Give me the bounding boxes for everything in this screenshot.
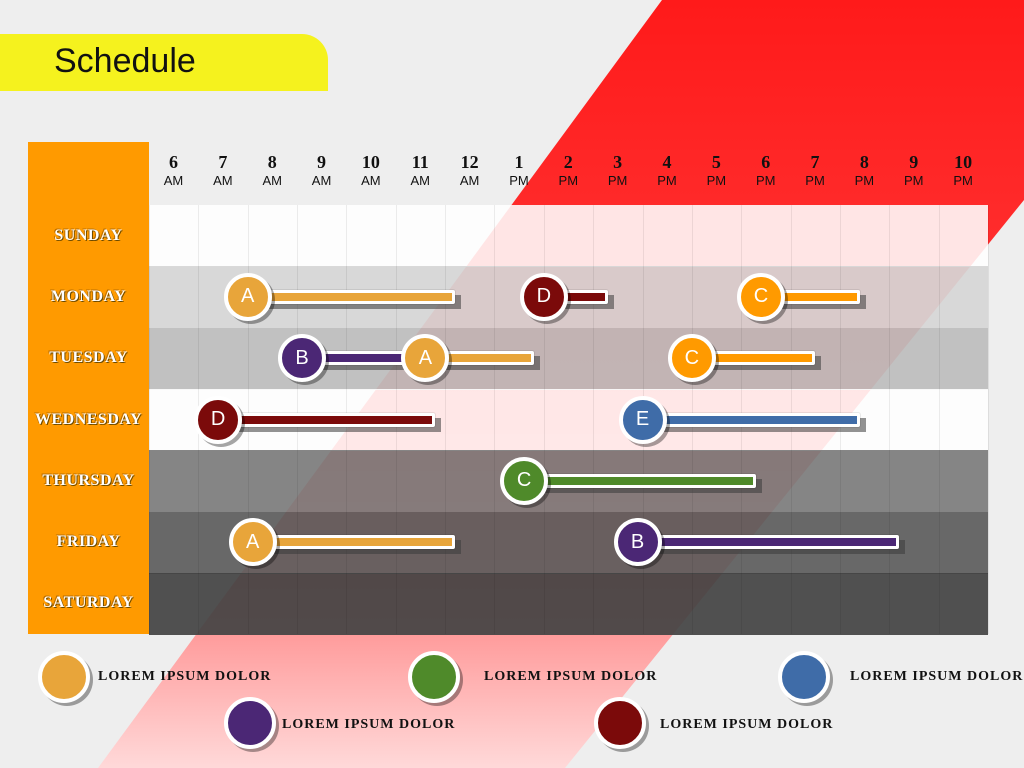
grid-line (889, 205, 891, 634)
legend-label: LOREM IPSUM DOLOR (282, 717, 456, 732)
grid-line (987, 205, 989, 634)
day-label-wednesday: WEDNESDAY (34, 410, 143, 428)
hour-ampm: PM (706, 173, 727, 188)
legend-swatch (38, 651, 90, 703)
task-marker-b[interactable]: B (277, 334, 326, 383)
legend-swatch (408, 651, 460, 703)
hour-number: 10 (361, 152, 380, 172)
task-bar-a[interactable] (252, 535, 455, 550)
day-column: SUNDAY MONDAY TUESDAY WEDNESDAY THURSDAY FRID… (28, 142, 149, 634)
day-label-thursday: THURSDAY (42, 471, 135, 489)
task-marker-a[interactable]: A (228, 518, 277, 567)
hour-ampm: AM (163, 173, 184, 188)
day-label-saturday: SATURDAY (43, 594, 134, 612)
hour-header: 6 AM (149, 150, 198, 188)
hour-number: 8 (859, 152, 869, 172)
grid-line (445, 205, 447, 634)
schedule-row-sunday (149, 205, 988, 267)
hour-number: 7 (218, 152, 228, 172)
hour-header: 5 PM (692, 150, 741, 188)
hour-number: 5 (711, 152, 721, 172)
task-marker-c[interactable]: C (500, 456, 549, 505)
hour-ampm: PM (558, 173, 579, 188)
schedule-row-tuesday (149, 327, 988, 390)
hour-ampm: PM (755, 173, 776, 188)
hour-header: 6 PM (741, 150, 790, 188)
hour-ampm: AM (361, 173, 381, 188)
task-bar-b[interactable] (637, 535, 900, 550)
grid-line (149, 205, 150, 634)
task-bar-e[interactable] (642, 412, 860, 427)
task-marker-e[interactable]: E (618, 395, 667, 444)
hour-header: 1 PM (494, 150, 543, 188)
task-bar-d[interactable] (218, 412, 436, 427)
hour-number: 6 (169, 152, 178, 172)
legend-label: LOREM IPSUM DOLOR (850, 669, 1024, 684)
hour-ampm: AM (459, 173, 480, 188)
legend-label: LOREM IPSUM DOLOR (484, 669, 658, 684)
day-label-tuesday: TUESDAY (49, 349, 128, 367)
legend-label: LOREM IPSUM DOLOR (660, 717, 834, 732)
legend-label: LOREM IPSUM DOLOR (98, 669, 272, 684)
hour-number: 12 (460, 152, 479, 172)
hour-ampm: AM (311, 173, 332, 188)
task-marker-c[interactable]: C (736, 272, 785, 321)
grid-line (938, 205, 940, 634)
hour-number: 1 (514, 152, 524, 172)
hour-ampm: AM (213, 173, 233, 188)
day-label-friday: FRIDAY (56, 533, 121, 551)
hour-number: 4 (662, 152, 672, 172)
hour-header: 4 PM (643, 150, 692, 188)
hour-ampm: PM (953, 173, 973, 188)
task-marker-b[interactable]: B (613, 518, 662, 567)
hour-header: 11 AM (396, 150, 445, 188)
hour-ampm: AM (410, 173, 431, 188)
legend-swatch (778, 651, 830, 703)
hour-number: 11 (411, 152, 429, 172)
hour-ampm: PM (607, 173, 628, 188)
hour-ampm: PM (904, 173, 924, 188)
hour-header: 10 PM (939, 150, 988, 188)
hour-number: 3 (613, 152, 623, 172)
day-label-sunday: SUNDAY (54, 226, 123, 244)
hour-header: 9 PM (889, 150, 938, 188)
task-marker-c[interactable]: C (667, 334, 716, 383)
grid-line (543, 205, 545, 634)
grid-line (494, 205, 496, 634)
hour-header: 12 AM (445, 150, 494, 188)
task-bar-c[interactable] (524, 473, 756, 488)
task-marker-d[interactable]: D (194, 395, 243, 444)
hour-ampm: PM (805, 173, 825, 188)
hour-ampm: PM (509, 173, 529, 188)
hour-number: 6 (761, 152, 771, 172)
task-marker-a[interactable]: A (223, 272, 272, 321)
hour-number: 7 (810, 152, 820, 172)
hour-header: 9 AM (297, 150, 346, 188)
hour-number: 10 (954, 152, 973, 172)
hour-ampm: PM (854, 173, 875, 188)
hour-header: 7 AM (198, 150, 247, 188)
hour-header: 8 AM (248, 150, 297, 188)
hour-header: 8 PM (840, 150, 889, 188)
hour-header: 2 PM (544, 150, 593, 188)
hour-header: 7 PM (791, 150, 840, 188)
task-marker-a[interactable]: A (401, 334, 450, 383)
grid-line (593, 205, 595, 634)
hour-number: 9 (317, 152, 327, 172)
hour-header: 3 PM (593, 150, 642, 188)
page-title: Schedule (54, 42, 196, 80)
task-marker-d[interactable]: D (519, 272, 568, 321)
day-label-monday: MONDAY (50, 287, 127, 305)
legend-swatch (594, 697, 646, 749)
schedule-row-saturday (149, 572, 988, 635)
hour-number: 2 (563, 152, 573, 172)
task-bar-a[interactable] (247, 289, 455, 304)
hour-ampm: PM (657, 173, 677, 188)
title-banner: Schedule (0, 34, 328, 91)
hour-number: 8 (267, 152, 277, 172)
hour-header: 10 AM (346, 150, 395, 188)
hour-ampm: AM (262, 173, 282, 188)
hour-number: 9 (909, 152, 919, 172)
legend-swatch (224, 697, 276, 749)
